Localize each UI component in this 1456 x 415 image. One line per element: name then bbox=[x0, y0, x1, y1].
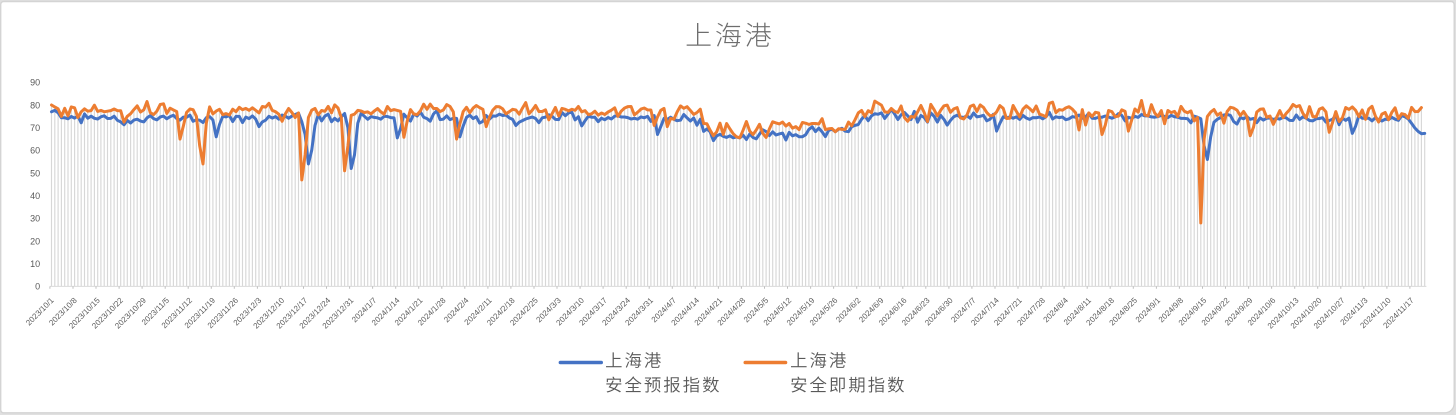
svg-text:30: 30 bbox=[30, 214, 40, 224]
svg-text:50: 50 bbox=[30, 168, 40, 178]
svg-text:90: 90 bbox=[30, 78, 40, 88]
svg-text:20: 20 bbox=[30, 236, 40, 246]
svg-text:60: 60 bbox=[30, 146, 40, 156]
svg-text:10: 10 bbox=[30, 259, 40, 269]
svg-text:0: 0 bbox=[35, 282, 40, 292]
svg-text:70: 70 bbox=[30, 123, 40, 133]
svg-text:80: 80 bbox=[30, 100, 40, 110]
svg-text:40: 40 bbox=[30, 191, 40, 201]
